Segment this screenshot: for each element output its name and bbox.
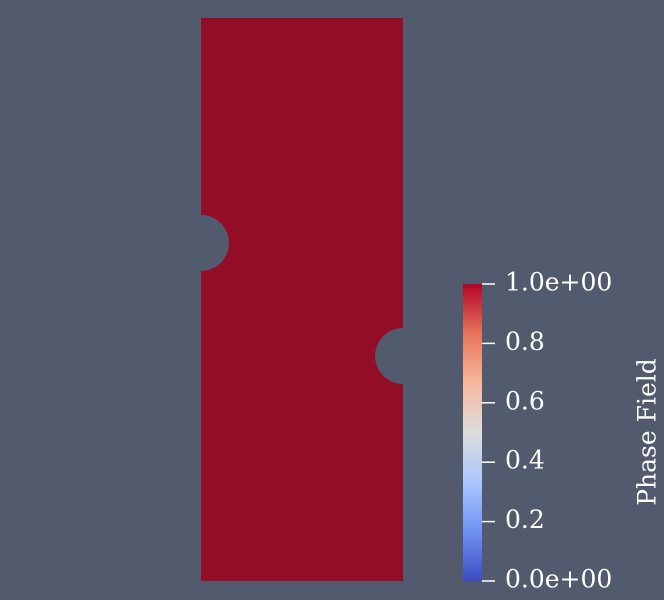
- colorbar-tick-label: 1.0e+00: [505, 268, 612, 297]
- colorbar-tick-label: 0.6: [505, 386, 545, 415]
- colorbar-tick-label: 0.0e+00: [505, 565, 612, 594]
- colorbar: 1.0e+00 0.8 0.6 0.4 0.2 0.0e+00 Phase Field: [463, 268, 662, 594]
- colorbar-title: Phase Field: [633, 358, 662, 506]
- notched-specimen-mesh: [201, 18, 403, 581]
- colorbar-ticks: 1.0e+00 0.8 0.6 0.4 0.2 0.0e+00: [482, 268, 612, 594]
- colorbar-tick-label: 0.2: [505, 505, 545, 534]
- colorbar-tick-label: 0.4: [505, 446, 545, 475]
- colorbar-gradient-bar: [463, 284, 482, 581]
- colorbar-tick-label: 0.8: [505, 327, 545, 356]
